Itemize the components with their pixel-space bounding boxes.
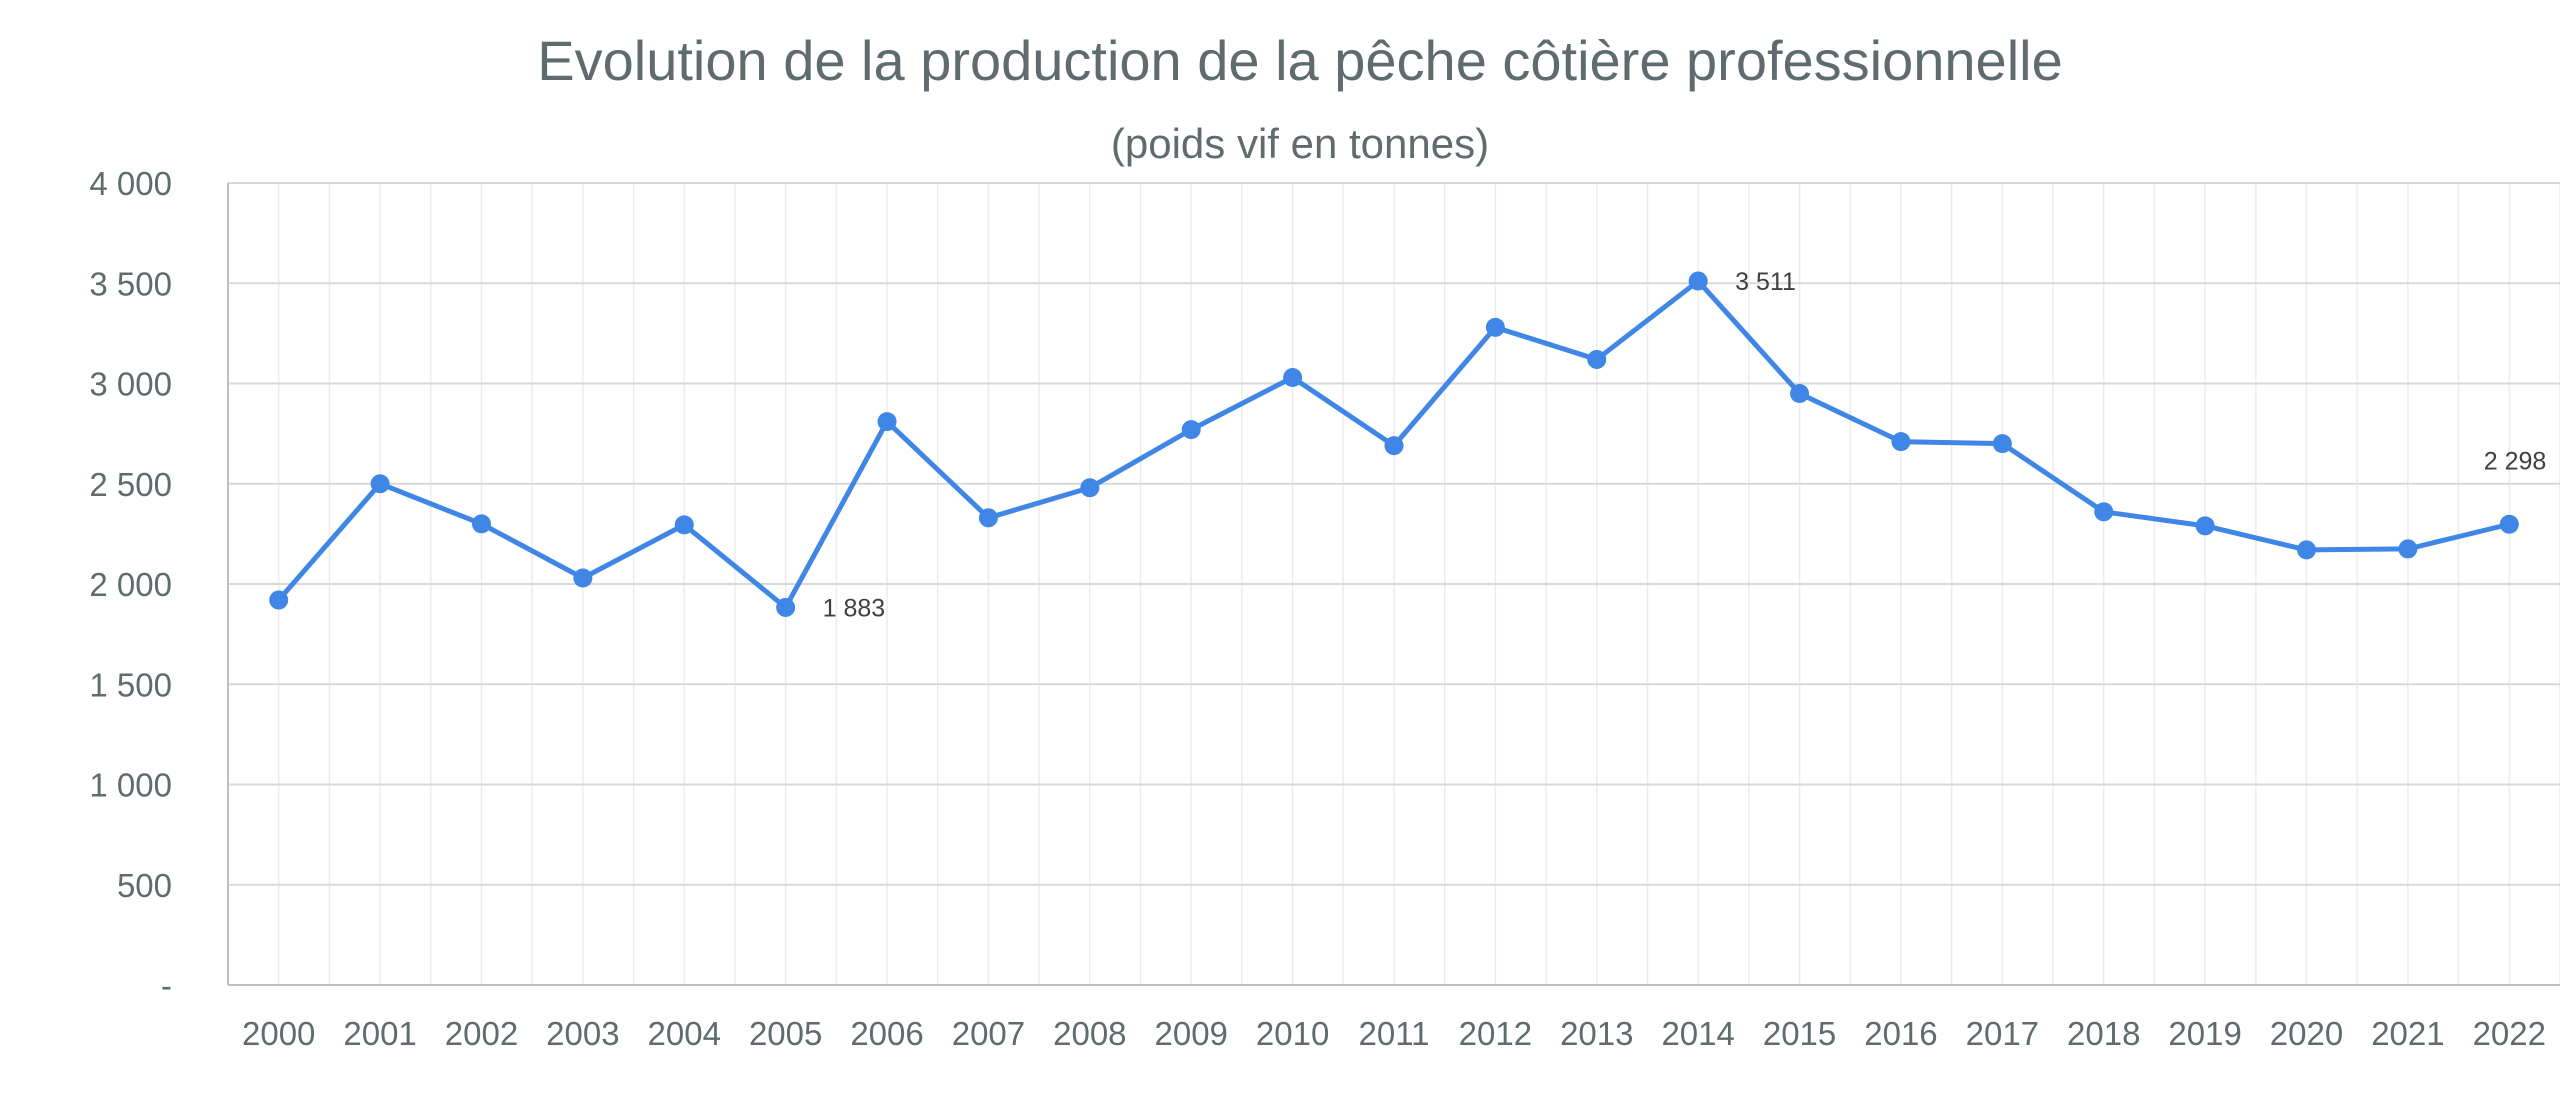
data-point	[1688, 271, 1708, 291]
data-point	[2195, 516, 2215, 536]
x-tick-label: 2000	[242, 1015, 315, 1052]
data-point	[1283, 367, 1303, 387]
data-point	[1080, 478, 1100, 498]
data-point	[471, 514, 491, 534]
y-tick-label: -	[161, 967, 172, 1004]
data-point	[573, 568, 593, 588]
x-tick-label: 2006	[850, 1015, 923, 1052]
data-label: 1 883	[823, 594, 886, 622]
data-point	[2094, 502, 2114, 522]
x-tick-label: 2013	[1560, 1015, 1633, 1052]
data-point	[978, 508, 998, 528]
x-tick-label: 2011	[1359, 1015, 1430, 1052]
data-label: 2 298	[2484, 447, 2547, 475]
x-tick-label: 2009	[1155, 1015, 1228, 1052]
x-tick-label: 2007	[952, 1015, 1025, 1052]
x-tick-label: 2017	[1966, 1015, 2039, 1052]
series-layer	[269, 271, 2519, 617]
y-tick-label: 1 500	[89, 666, 172, 703]
data-point	[877, 412, 897, 432]
data-point	[1891, 432, 1911, 452]
x-tick-label: 2002	[445, 1015, 518, 1052]
data-labels: 1 883 3 511 2 298	[823, 268, 2547, 622]
data-point	[1485, 317, 1505, 337]
data-label: 3 511	[1735, 268, 1796, 296]
data-point	[674, 515, 694, 535]
data-point	[1992, 434, 2012, 454]
data-point	[2398, 539, 2418, 559]
y-tick-label: 500	[117, 867, 172, 904]
axes: - 500 1 000 1 500 2 000 2 500 3 000 3 500 4 000 2…	[89, 165, 2560, 1052]
data-point	[2499, 514, 2519, 534]
y-tick-label: 2 000	[89, 566, 172, 603]
x-tick-label: 2020	[2270, 1015, 2343, 1052]
x-tick-label: 2003	[546, 1015, 619, 1052]
data-point	[370, 474, 390, 494]
x-tick-label: 2016	[1864, 1015, 1937, 1052]
x-tick-label: 2019	[2168, 1015, 2241, 1052]
x-tick-label: 2022	[2473, 1015, 2546, 1052]
x-tick-label: 2012	[1459, 1015, 1532, 1052]
x-tick-label: 2005	[749, 1015, 822, 1052]
y-tick-label: 1 000	[89, 767, 172, 804]
data-point	[2297, 540, 2317, 560]
x-tick-label: 2004	[648, 1015, 721, 1052]
data-point	[1587, 349, 1607, 369]
grid	[227, 182, 2560, 985]
data-point	[269, 590, 289, 610]
data-point	[776, 597, 796, 617]
x-tick-label: 2015	[1763, 1015, 1836, 1052]
x-tick-label: 2014	[1661, 1015, 1734, 1052]
x-tick-label: 2018	[2067, 1015, 2140, 1052]
x-tick-label: 2010	[1256, 1015, 1329, 1052]
y-tick-label: 2 500	[89, 466, 172, 503]
y-tick-label: 4 000	[89, 165, 172, 202]
y-tick-label: 3 500	[89, 265, 172, 302]
x-tick-label: 2008	[1053, 1015, 1126, 1052]
x-tick-label: 2021	[2371, 1015, 2444, 1052]
chart-subtitle: (poids vif en tonnes)	[1111, 120, 1489, 167]
x-tick-label: 2001	[343, 1015, 416, 1052]
data-point	[1181, 420, 1201, 440]
data-point	[1384, 436, 1404, 456]
chart-title: Evolution de la production de la pêche c…	[537, 29, 2062, 92]
y-tick-label: 3 000	[89, 366, 172, 403]
data-point	[1790, 384, 1810, 404]
